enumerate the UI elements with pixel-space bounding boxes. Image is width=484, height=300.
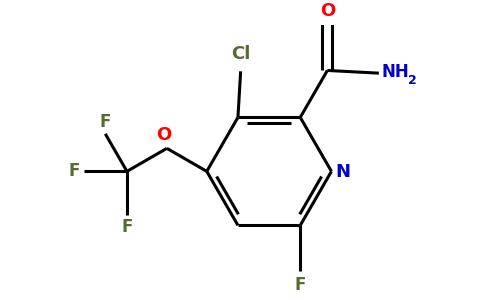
Text: N: N <box>336 164 351 181</box>
Text: Cl: Cl <box>231 45 250 63</box>
Text: O: O <box>156 126 172 144</box>
Text: F: F <box>121 218 133 236</box>
Text: F: F <box>68 162 80 180</box>
Text: O: O <box>320 2 335 20</box>
Text: 2: 2 <box>408 74 417 87</box>
Text: NH: NH <box>381 63 409 81</box>
Text: F: F <box>295 276 306 294</box>
Text: F: F <box>100 112 111 130</box>
